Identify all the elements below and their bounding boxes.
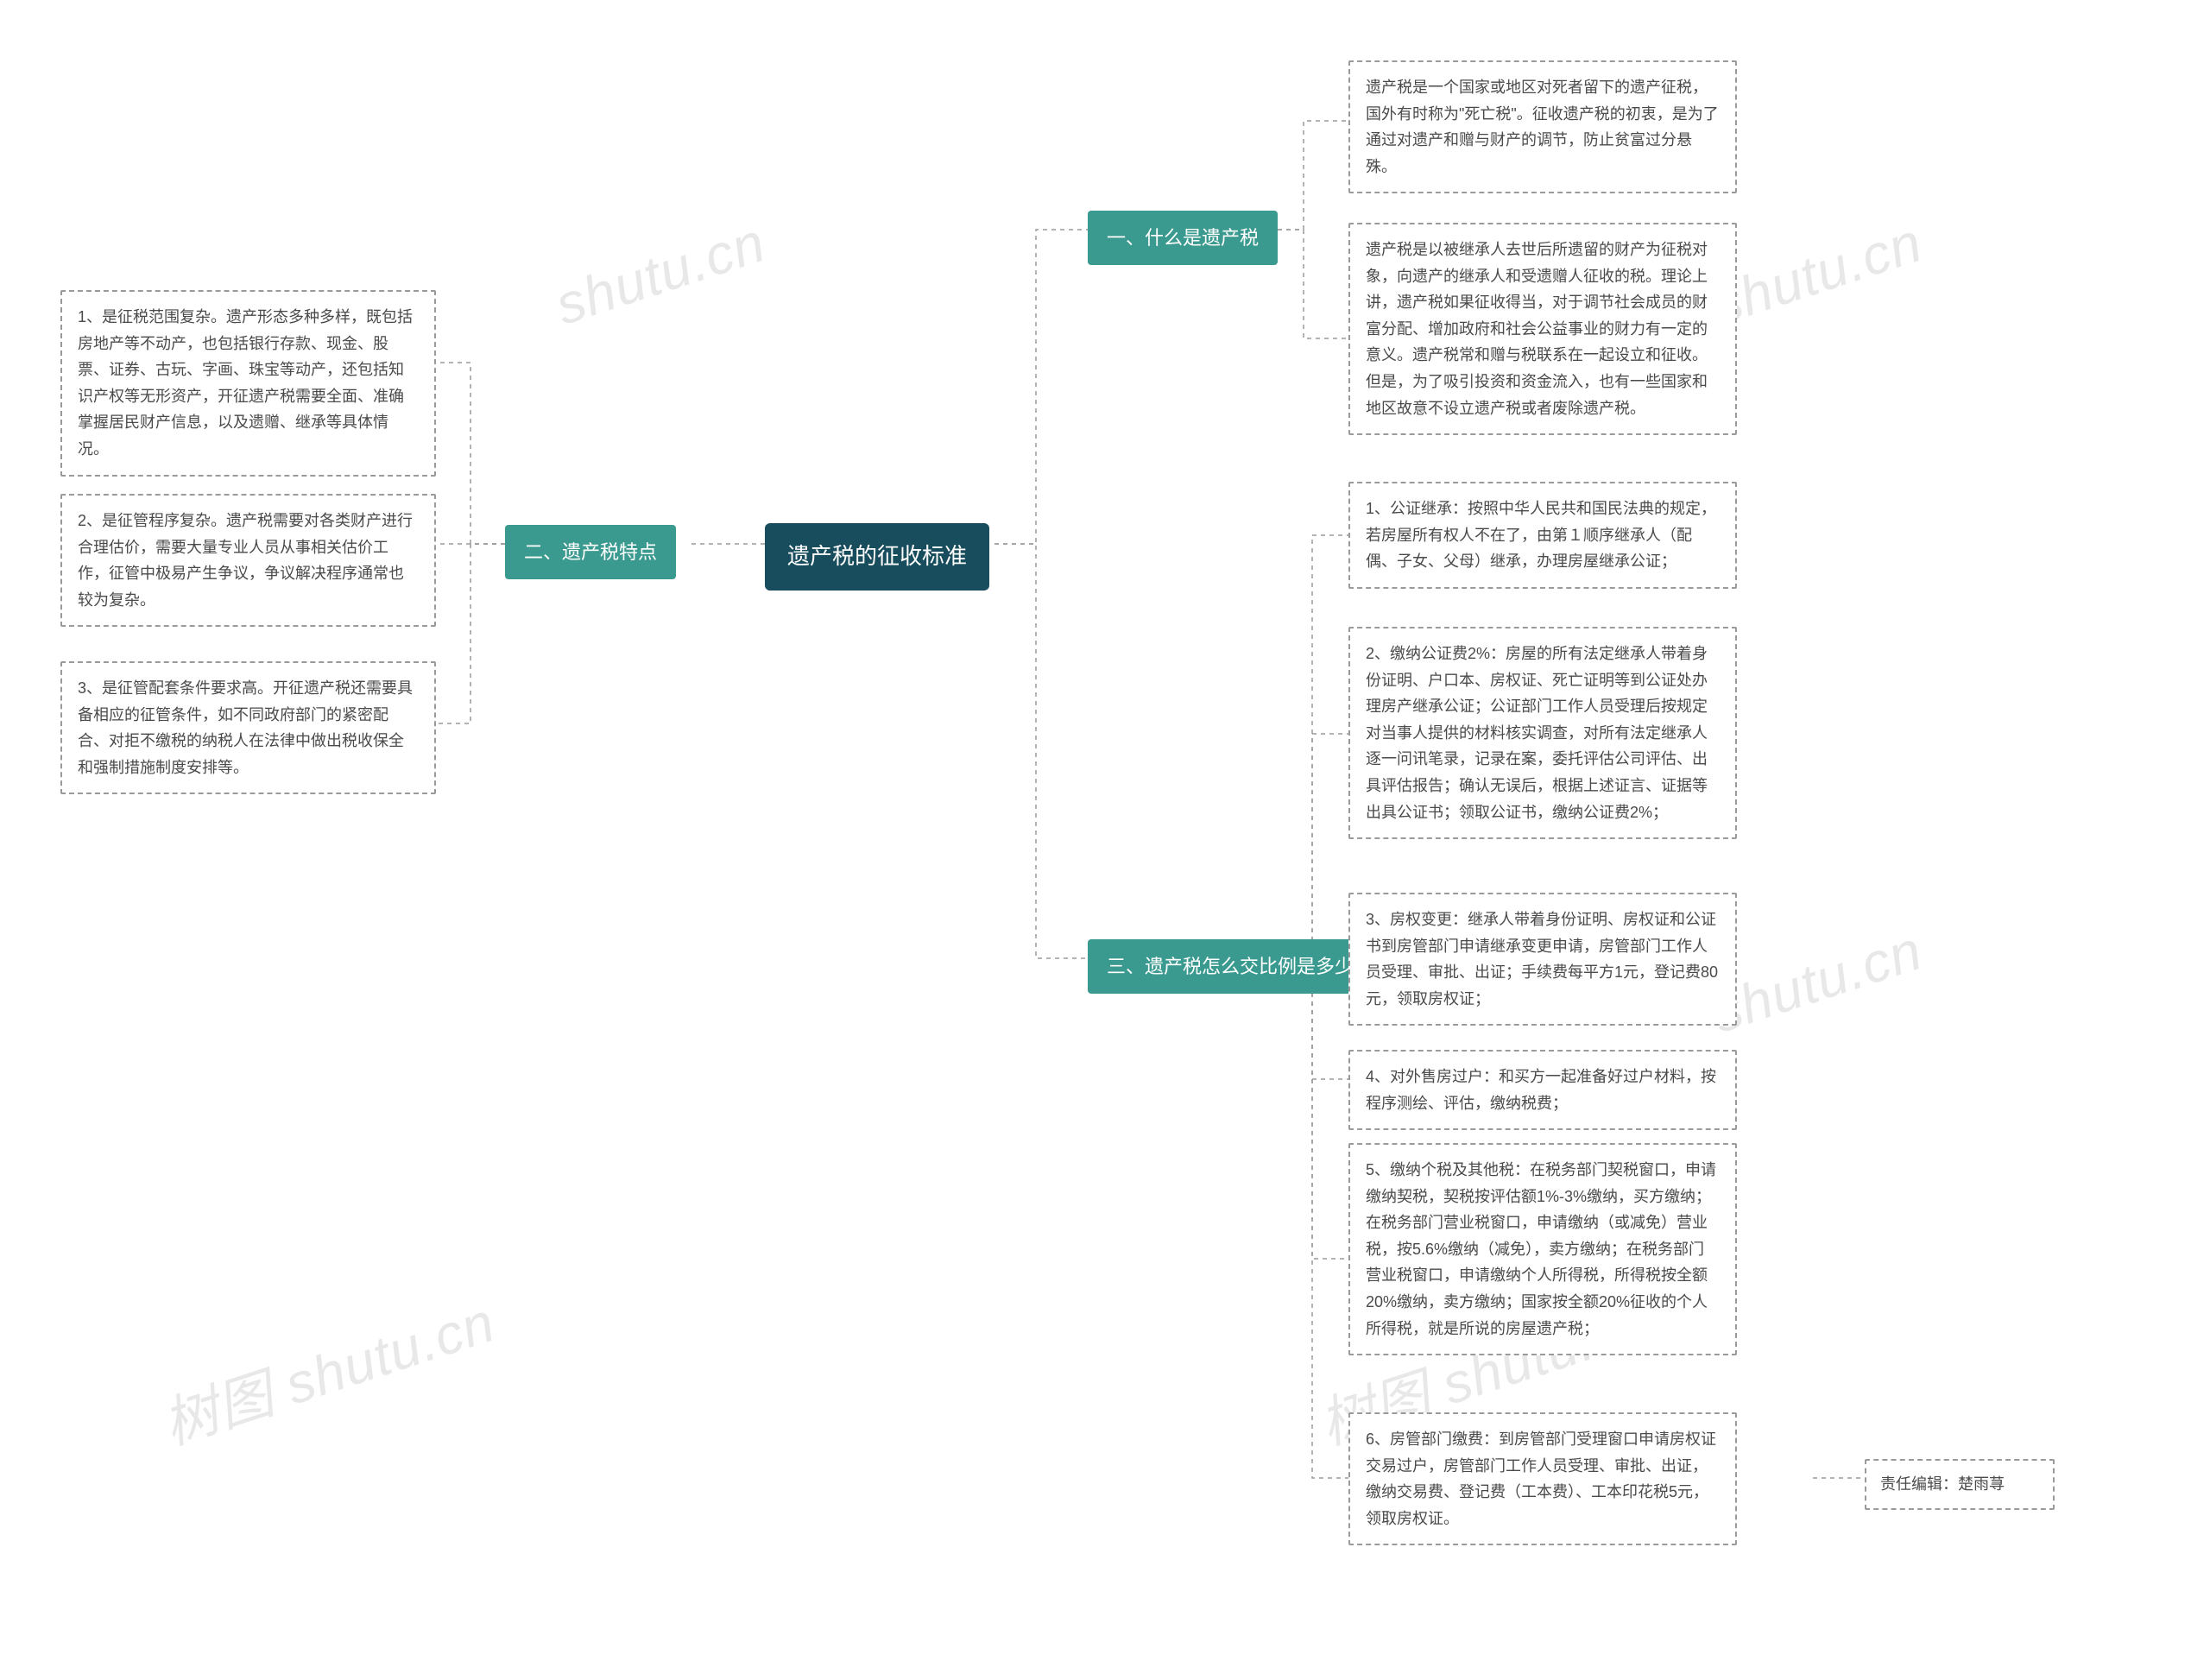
watermark: shutu.cn	[548, 210, 774, 338]
leaf-b2-2[interactable]: 2、是征管程序复杂。遗产税需要对各类财产进行合理估价，需要大量专业人员从事相关估…	[60, 494, 436, 627]
leaf-b3-3[interactable]: 3、房权变更：继承人带着身份证明、房权证和公证书到房管部门申请继承变更申请，房管…	[1348, 893, 1737, 1026]
root-node[interactable]: 遗产税的征收标准	[765, 523, 989, 591]
leaf-b3-1[interactable]: 1、公证继承：按照中华人民共和国民法典的规定，若房屋所有权人不在了，由第１顺序继…	[1348, 482, 1737, 589]
branch-what-is[interactable]: 一、什么是遗产税	[1088, 211, 1278, 265]
branch-characteristics[interactable]: 二、遗产税特点	[505, 525, 676, 579]
leaf-b3-4[interactable]: 4、对外售房过户：和买方一起准备好过户材料，按程序测绘、评估，缴纳税费；	[1348, 1050, 1737, 1130]
leaf-editor: 责任编辑：楚雨荨	[1865, 1459, 2055, 1510]
leaf-b1-1[interactable]: 遗产税是一个国家或地区对死者留下的遗产征税，国外有时称为"死亡税"。征收遗产税的…	[1348, 60, 1737, 193]
leaf-b3-6[interactable]: 6、房管部门缴费：到房管部门受理窗口申请房权证交易过户，房管部门工作人员受理、审…	[1348, 1412, 1737, 1545]
watermark: 树图 shutu.cn	[152, 1279, 504, 1461]
leaf-b1-2[interactable]: 遗产税是以被继承人去世后所遗留的财产为征税对象，向遗产的继承人和受遗赠人征收的税…	[1348, 223, 1737, 435]
watermark: shutu.cn	[1705, 210, 1930, 338]
mindmap-canvas: shutu.cn shutu.cn shutu.cn 树图 shutu.cn 树…	[0, 0, 2210, 1680]
leaf-b3-2[interactable]: 2、缴纳公证费2%：房屋的所有法定继承人带着身份证明、户口本、房权证、死亡证明等…	[1348, 627, 1737, 839]
leaf-b3-5[interactable]: 5、缴纳个税及其他税：在税务部门契税窗口，申请缴纳契税，契税按评估额1%-3%缴…	[1348, 1143, 1737, 1355]
leaf-b2-3[interactable]: 3、是征管配套条件要求高。开征遗产税还需要具备相应的征管条件，如不同政府部门的紧…	[60, 661, 436, 794]
watermark: shutu.cn	[1705, 918, 1930, 1045]
branch-how-to-pay[interactable]: 三、遗产税怎么交比例是多少	[1088, 939, 1373, 994]
leaf-b2-1[interactable]: 1、是征税范围复杂。遗产形态多种多样，既包括房地产等不动产，也包括银行存款、现金…	[60, 290, 436, 477]
